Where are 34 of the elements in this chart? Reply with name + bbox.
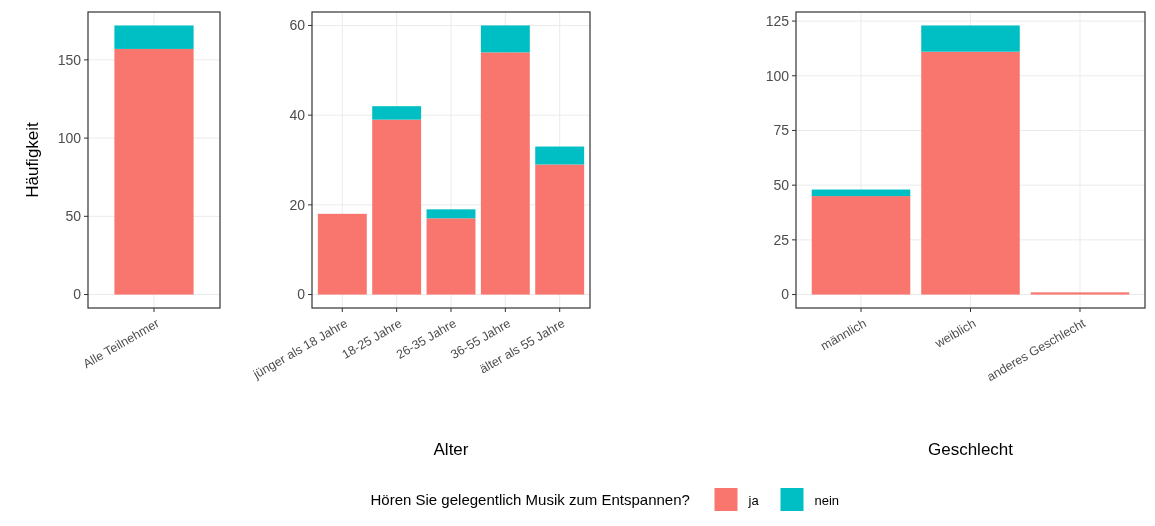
bar	[426, 218, 476, 295]
bar	[317, 213, 367, 295]
y-tick-label: 25	[773, 231, 790, 248]
bar	[1030, 292, 1130, 295]
bar	[921, 51, 1020, 295]
bar	[535, 146, 585, 165]
y-tick-label: 125	[765, 12, 790, 29]
y-tick-label: 50	[773, 177, 790, 194]
y-tick-label: 40	[289, 107, 306, 124]
y-tick-label: 50	[65, 208, 82, 225]
bar	[811, 189, 911, 197]
y-tick-label: 0	[297, 286, 306, 303]
bar	[372, 119, 422, 295]
bar	[535, 164, 585, 295]
bar	[480, 25, 530, 53]
y-tick-label: 100	[57, 130, 82, 146]
legend-label: nein	[814, 492, 840, 508]
legend-title: Hören Sie gelegentlich Musik zum Entspannen?	[370, 491, 690, 509]
y-tick-label: 150	[57, 51, 82, 68]
y-tick-label: 0	[781, 286, 790, 303]
bar	[480, 52, 530, 295]
y-tick-label: 100	[765, 67, 790, 84]
legend-label: ja	[747, 492, 760, 508]
y-tick-label: 75	[773, 122, 790, 139]
y-tick-label: 0	[73, 286, 82, 303]
x-axis-title: Alter	[433, 440, 469, 459]
bar	[372, 106, 422, 120]
y-tick-label: 60	[289, 17, 306, 34]
y-tick-label: 20	[289, 196, 306, 213]
bar	[921, 25, 1020, 52]
bar	[426, 209, 476, 219]
x-axis-title: Geschlecht	[927, 440, 1014, 459]
bar	[811, 196, 911, 295]
y-axis-title: Häufigkeit	[23, 121, 42, 198]
